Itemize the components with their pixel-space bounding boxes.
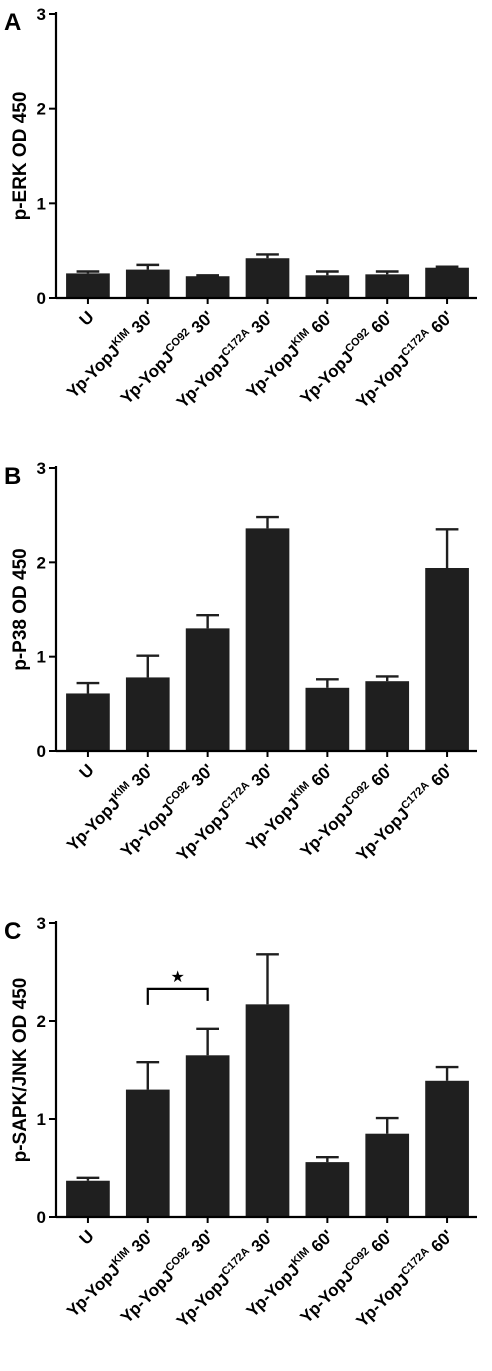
bar: [425, 1080, 469, 1217]
y-tick-label: 0: [37, 1208, 46, 1227]
bar: [305, 275, 350, 298]
category-base: Yp-YopJ: [297, 800, 358, 861]
category-base: Yp-YopJ: [117, 800, 178, 861]
bar: [185, 276, 230, 298]
category-base: Yp-YopJ: [243, 794, 304, 855]
significance-star: ★: [171, 967, 185, 986]
bar: [245, 528, 290, 751]
category-base: Yp-YopJ: [117, 347, 178, 408]
y-axis-label: p-ERK OD 450: [10, 92, 31, 221]
bar: [66, 273, 110, 298]
bar: [305, 1162, 350, 1217]
y-tick-label: 3: [37, 459, 46, 478]
panel-letter: B: [4, 463, 21, 490]
category-base: Yp-YopJ: [63, 341, 124, 402]
y-tick-label: 2: [37, 553, 46, 572]
category-base: Yp-YopJ: [63, 794, 124, 855]
y-tick-label: 3: [37, 5, 46, 24]
y-tick-label: 1: [37, 648, 46, 667]
bar: [185, 1055, 230, 1217]
y-axis-label: p-P38 OD 450: [10, 548, 31, 671]
bar: [305, 687, 350, 751]
bar: [66, 693, 110, 751]
category-base: Yp-YopJ: [117, 1266, 178, 1327]
y-tick-label: 1: [37, 1110, 46, 1129]
y-tick-label: 3: [37, 914, 46, 933]
category-base: Yp-YopJ: [352, 1270, 413, 1331]
y-tick-label: 1: [37, 194, 46, 213]
significance-bracket: [146, 987, 209, 1005]
category-base: Yp-YopJ: [173, 1270, 234, 1331]
category-base: Yp-YopJ: [243, 341, 304, 402]
bar: [125, 1089, 170, 1217]
category-base: Yp-YopJ: [352, 351, 413, 412]
y-tick-label: 2: [37, 100, 46, 119]
bar: [365, 274, 410, 298]
bar: [125, 269, 170, 298]
bar: [66, 1180, 110, 1217]
bar: [425, 267, 469, 298]
category-base: Yp-YopJ: [352, 804, 413, 865]
category-base: U: [76, 1226, 98, 1248]
bar: [425, 567, 469, 751]
bar: [185, 628, 230, 751]
panel-letter: A: [4, 9, 21, 36]
y-tick-label: 0: [37, 742, 46, 761]
x-tick-label: U: [76, 760, 98, 782]
category-base: Yp-YopJ: [297, 347, 358, 408]
y-tick-label: 0: [37, 289, 46, 308]
panel-letter: C: [4, 918, 21, 945]
bar: [125, 677, 170, 751]
y-axis-label: p-SAPK/JNK OD 450: [10, 978, 31, 1163]
category-base: Yp-YopJ: [63, 1260, 124, 1321]
x-tick-label: U: [76, 307, 98, 329]
category-base: Yp-YopJ: [297, 1266, 358, 1327]
bar: [365, 681, 410, 751]
y-tick-label: 2: [37, 1012, 46, 1031]
x-tick-label: U: [76, 1226, 98, 1248]
category-base: U: [76, 760, 98, 782]
bar: [245, 1004, 290, 1217]
category-base: Yp-YopJ: [243, 1260, 304, 1321]
bar: [365, 1133, 410, 1217]
category-base: Yp-YopJ: [173, 351, 234, 412]
category-base: Yp-YopJ: [173, 804, 234, 865]
category-base: U: [76, 307, 98, 329]
bar: [245, 258, 290, 298]
